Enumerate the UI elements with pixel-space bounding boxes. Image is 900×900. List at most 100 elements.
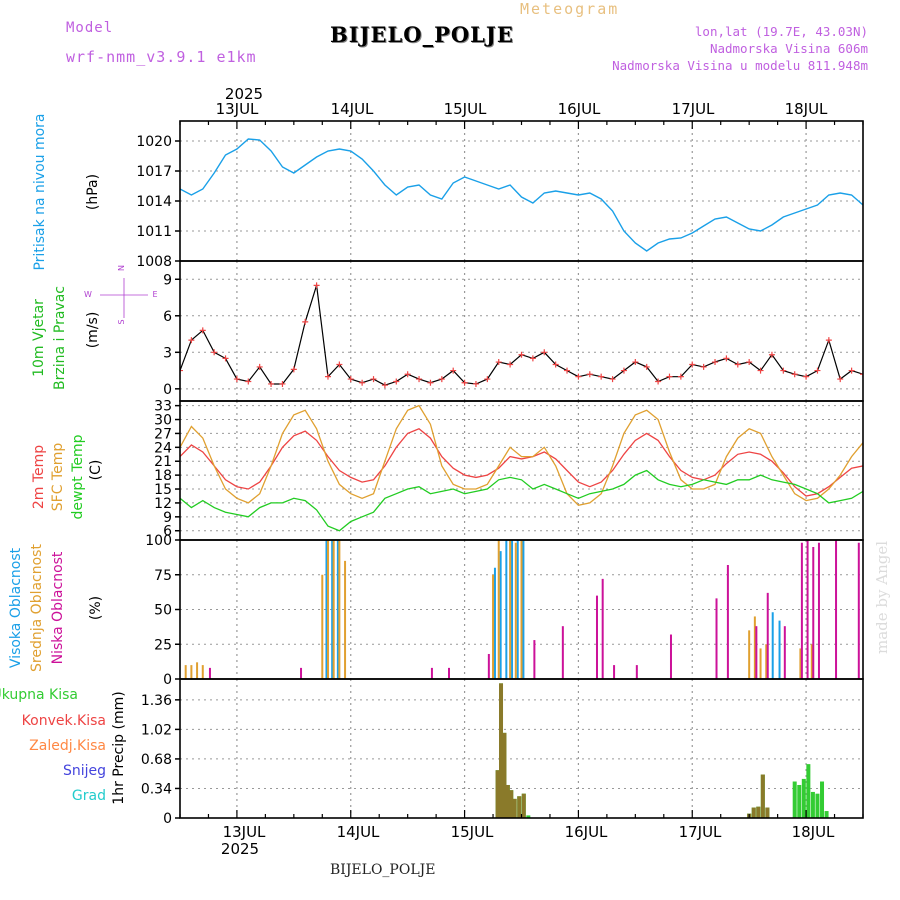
temp2m-ylabel: 2m Temp [31, 445, 47, 509]
wind-speed-marker [598, 373, 605, 380]
wind-unit: (m/s) [85, 312, 101, 349]
wind-speed-marker [575, 373, 582, 380]
precip-conv-bar [505, 784, 510, 818]
wind-speed-marker [324, 373, 331, 380]
chart-kind-title: Meteogram [520, 0, 620, 18]
wind-speed-marker [290, 366, 297, 373]
precip-total-bar [792, 781, 797, 818]
y-tick-label: 0 [163, 672, 172, 688]
bottom-station-label: BIJELO_POLJE [330, 862, 436, 878]
y-tick-label: 25 [154, 637, 172, 653]
top-day-label: 15JUL [444, 100, 487, 118]
precip-total-bar [797, 784, 802, 818]
wind-speed-marker [529, 355, 536, 362]
precip-conv-bar [751, 807, 756, 818]
y-tick-label: 1008 [136, 254, 172, 270]
precip-conv-bar [517, 796, 522, 818]
wind-speed-marker [495, 359, 502, 366]
wind-speed-marker [427, 379, 434, 386]
precip-conv-bar [521, 793, 526, 818]
wind-speed-marker [461, 379, 468, 386]
wind-speed-marker [404, 371, 411, 378]
temp-series-line [180, 404, 863, 507]
wind-speed-marker [768, 351, 775, 358]
wind-speed-marker [655, 378, 662, 385]
y-tick-label: 1.36 [141, 693, 172, 709]
wind-speed-marker [279, 380, 286, 387]
wind-speed-marker [359, 379, 366, 386]
cloud-low-ylabel: Niska Oblacnost [50, 551, 66, 664]
precip-conv-bar [502, 732, 507, 818]
y-tick-label: 30 [154, 413, 172, 429]
bottom-day-label: 16JUL [565, 823, 608, 841]
y-tick-label: 0 [163, 811, 172, 827]
precip-conv-bar [760, 774, 765, 818]
station-title: BIJELO_POLJE [330, 22, 514, 47]
wind-speed-marker [313, 282, 320, 289]
marks-layer [180, 138, 863, 819]
wind-speed-marker [233, 376, 240, 383]
bottom-day-label: 18JUL [792, 823, 835, 841]
y-tick-label: 9 [163, 510, 172, 526]
cloud-high-ylabel: Visoka Oblacnost [8, 547, 24, 668]
precip-total-bar [806, 764, 811, 818]
wind-speed-marker [632, 359, 639, 366]
wind-speed-marker [438, 376, 445, 383]
precip-legend-conv: Konvek.Kisa [22, 713, 106, 729]
y-tick-label: 0.34 [141, 781, 172, 797]
wind-speed-marker [712, 359, 719, 366]
y-tick-label: 1.02 [141, 722, 172, 738]
y-tick-label: 0 [163, 382, 172, 398]
wind-speed-marker [416, 376, 423, 383]
y-tick-label: 3 [163, 345, 172, 361]
altitude-label: Nadmorska Visina 606m [709, 41, 868, 56]
wind-speed-marker [336, 361, 343, 368]
panel-frames [175, 120, 864, 819]
compass-s: S [117, 319, 126, 324]
y-tick-label: 33 [154, 399, 172, 415]
wind-speed-marker [666, 373, 673, 380]
y-tick-label: 100 [145, 533, 172, 549]
y-tick-label: 24 [154, 440, 172, 456]
top-year-label: 2025 [225, 85, 263, 103]
precip-conv-bar [512, 798, 517, 818]
y-tick-label: 21 [154, 454, 172, 470]
wind-speed-marker [620, 367, 627, 374]
wind-speed-marker [677, 373, 684, 380]
wind-speed-marker [803, 373, 810, 380]
precip-total-bar [820, 781, 825, 818]
y-tick-label: 15 [154, 482, 172, 498]
bottom-day-label: 13JUL [223, 823, 266, 841]
wind-speed-marker [245, 378, 252, 385]
panel-frame [179, 120, 864, 262]
y-tick-label: 6 [163, 309, 172, 325]
top-day-label: 18JUL [785, 100, 828, 118]
wind-speed-marker [723, 355, 730, 362]
wind-speed-marker [791, 371, 798, 378]
pressure-ylabel: Pritisak na nivou mora [32, 113, 48, 270]
precip-total-bar [801, 778, 806, 818]
top-day-label: 16JUL [558, 100, 601, 118]
temp-series-line [180, 428, 863, 497]
precip-conv-bar [765, 807, 770, 818]
wind-speed-marker [734, 361, 741, 368]
wind-speed-marker [450, 367, 457, 374]
model-name: wrf-nmm_v3.9.1 e1km [66, 48, 257, 66]
wind-speed-marker [222, 355, 229, 362]
precip-legend-hail: Grad [72, 788, 106, 804]
compass-rose-icon: N W E S [84, 265, 157, 325]
wind-speed-marker [757, 367, 764, 374]
precip-legend-total: Ukupna Kisa [0, 687, 78, 703]
top-day-label: 13JUL [216, 100, 259, 118]
wind-speed-marker [552, 361, 559, 368]
compass-w: W [84, 290, 92, 299]
top-day-label: 17JUL [672, 100, 715, 118]
precip-unit: 1hr Precip (mm) [111, 691, 127, 804]
y-tick-label: 50 [154, 603, 172, 619]
dewpt-ylabel: dewpt Temp [70, 434, 86, 519]
bottom-year-label: 2025 [221, 840, 259, 858]
wind-speed-marker [256, 363, 263, 370]
wind-speed-marker [180, 367, 183, 374]
precip-conv-bar [509, 790, 514, 818]
